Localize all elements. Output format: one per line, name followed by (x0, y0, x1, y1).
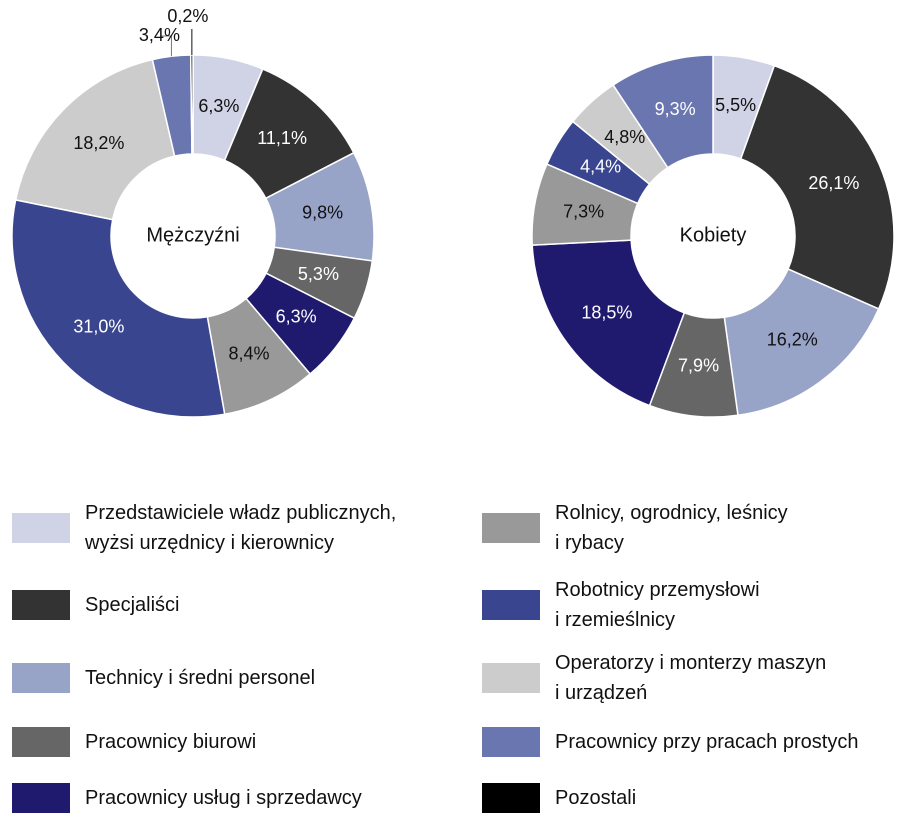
legend-swatch (12, 590, 70, 620)
legend-item: Robotnicy przemysłowi i rzemieślnicy (482, 575, 760, 635)
slice-label: 4,8% (604, 127, 645, 147)
legend-item: Specjaliści (12, 575, 179, 635)
slice-label: 5,3% (298, 264, 339, 284)
donut-slice (189, 54, 194, 155)
legend-item: Pracownicy usług i sprzedawcy (12, 768, 362, 828)
donut-slice (11, 198, 226, 418)
legend-label: Robotnicy przemysłowi i rzemieślnicy (555, 579, 760, 631)
page: 6,3% 11,1% 9,8% 5,3% 6,3% 8,4% 31,0% 18,2% 3,4% 0… (11, 5, 895, 813)
slice-label: 8,4% (228, 344, 269, 364)
legend-swatch (482, 663, 540, 693)
donut-slice (531, 239, 686, 407)
slice-label: 9,8% (302, 203, 343, 223)
donut-slice (723, 268, 880, 417)
legend-item: Pracownicy biurowi (12, 712, 256, 772)
legend-item: Pozostali (482, 768, 636, 828)
charts: 6,3% 11,1% 9,8% 5,3% 6,3% 8,4% 31,0% 18,2% 3,4%0… (11, 6, 895, 418)
legend-item: Rolnicy, ogrodnicy, leśnicy i rybacy (482, 498, 788, 558)
slice-label: 0,2% (167, 6, 208, 26)
legend-swatch (12, 513, 70, 543)
slice-label: 6,3% (198, 96, 239, 116)
legend-swatch (12, 727, 70, 757)
slice-label: 16,2% (767, 330, 818, 350)
legend-label: Rolnicy, ogrodnicy, leśnicy i rybacy (555, 502, 788, 554)
legend-swatch (482, 727, 540, 757)
leader-line (161, 35, 172, 57)
legend-swatch (12, 663, 70, 693)
legend-item: Przedstawiciele władz publicznych, wyżsi… (12, 498, 396, 558)
legend-label: Pracownicy usług i sprzedawcy (85, 787, 362, 809)
legend-label: Specjaliści (85, 594, 180, 616)
slice-label: 11,1% (257, 128, 307, 148)
donut-slice (14, 58, 176, 221)
slice-label: 5,5% (715, 95, 756, 115)
donut-slice (612, 54, 714, 169)
legend-swatch (482, 783, 540, 813)
legend-label: Operatorzy i monterzy maszyn i urządzeń (555, 652, 827, 704)
slice-label: 6,3% (276, 306, 317, 326)
legend-label: Pozostali (555, 787, 637, 809)
slice-label: 18,5% (581, 302, 632, 322)
legend-label: Technicy i średni personel (85, 667, 316, 689)
legend-swatch (482, 590, 540, 620)
legend-swatch (12, 783, 70, 813)
legend-label: Pracownicy przy pracach prostych (555, 731, 859, 753)
donut-center-label: Mężczyźni (146, 224, 239, 246)
slice-label: 9,3% (655, 99, 696, 119)
legend-item: Pracownicy przy pracach prostych (482, 712, 858, 772)
slice-label: 31,0% (73, 317, 124, 337)
slice-label: 4,4% (580, 156, 621, 176)
legend-label: Przedstawiciele władz publicznych, wyżsi… (85, 502, 397, 554)
slice-label: 7,3% (563, 201, 604, 221)
legend-item: Technicy i średni personel (12, 648, 315, 708)
donut-center-label: Kobiety (680, 224, 747, 246)
legend-swatch (482, 513, 540, 543)
donut-slice (739, 64, 895, 310)
slice-label: 3,4% (139, 25, 180, 45)
slice-label: 18,2% (73, 133, 124, 153)
slice-label: 7,9% (678, 355, 719, 375)
legend-item: Operatorzy i monterzy maszyn i urządzeń (482, 648, 826, 708)
slice-label: 26,1% (808, 173, 859, 193)
legend-label: Pracownicy biurowi (85, 731, 257, 753)
